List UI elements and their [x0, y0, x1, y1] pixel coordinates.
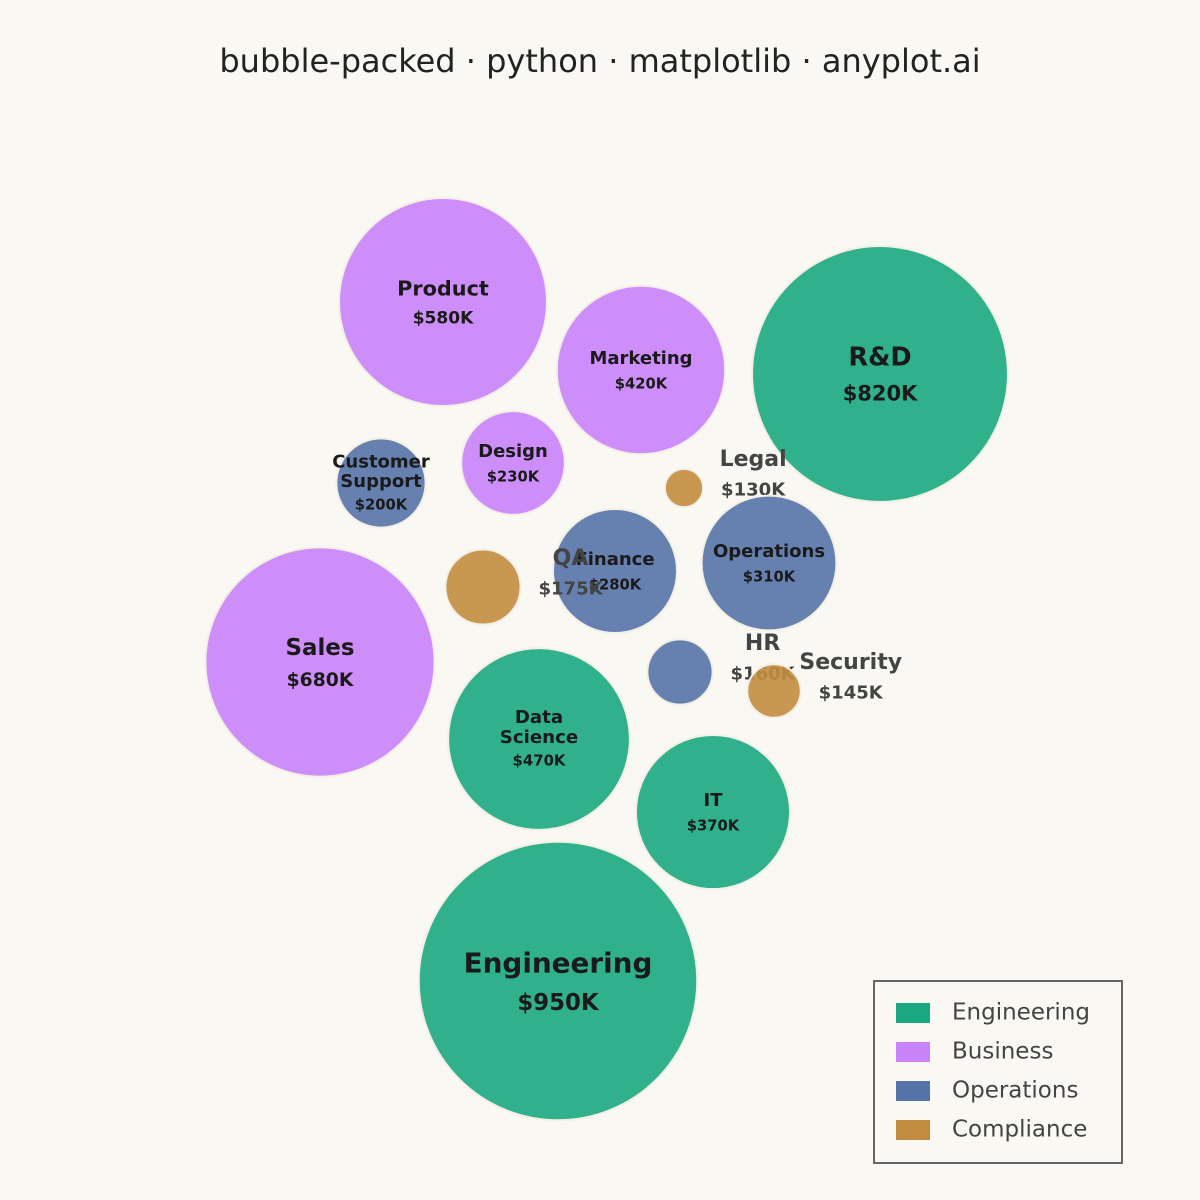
bubble	[751, 245, 1009, 503]
bubble-label: Customer Support	[332, 451, 430, 492]
bubble-label: QA	[553, 546, 589, 571]
legend-label: Compliance	[952, 1117, 1087, 1143]
bubble	[634, 733, 792, 891]
bubble-value-label: $950K	[517, 990, 600, 1016]
bubble	[663, 467, 705, 509]
bubble-label: IT	[704, 790, 724, 811]
bubble-label: Product	[397, 277, 489, 301]
legend-label: Operations	[952, 1078, 1078, 1104]
bubble-label: Design	[478, 441, 548, 462]
bubble-value-label: $280K	[589, 576, 642, 593]
bubble	[700, 494, 838, 632]
bubble	[204, 546, 436, 778]
bubble-label: Data Science	[500, 707, 578, 748]
bubble	[335, 437, 427, 529]
legend-swatch	[896, 1120, 930, 1140]
bubble-value-label: $470K	[513, 752, 566, 770]
bubble-label: R&D	[848, 343, 911, 373]
bubble-label: Marketing	[589, 348, 692, 369]
legend-label: Business	[952, 1039, 1053, 1065]
bubble-label: Legal	[720, 447, 787, 472]
bubble-value-label: $175K	[538, 579, 603, 600]
bubble-label: Finance	[575, 549, 654, 570]
bubble	[447, 647, 631, 831]
bubble	[555, 284, 727, 456]
bubble-value-label: $200K	[355, 497, 408, 514]
bubble-label: Operations	[713, 541, 825, 562]
bubble-label: Security	[799, 650, 902, 675]
bubble	[460, 410, 566, 516]
legend-label: Engineering	[952, 1000, 1090, 1026]
bubble	[646, 638, 714, 706]
bubble	[551, 507, 679, 635]
bubble-value-label: $230K	[487, 468, 540, 485]
legend-swatch	[896, 1003, 930, 1023]
bubble-value-label: $310K	[743, 568, 796, 585]
bubble-value-label: $820K	[843, 381, 918, 405]
bubble-value-label: $420K	[615, 375, 668, 392]
bubble	[417, 840, 699, 1122]
chart-title: bubble-packed · python · matplotlib · an…	[219, 42, 980, 80]
bubble-value-label: $370K	[687, 817, 740, 834]
bubble	[746, 663, 802, 719]
bubble-value-label: $580K	[413, 309, 474, 329]
bubble	[444, 548, 522, 626]
bubble-label: HR	[745, 631, 780, 656]
bubble-label: Engineering	[464, 946, 653, 979]
bubble-value-label: $145K	[819, 683, 884, 704]
legend-swatch	[896, 1081, 930, 1101]
bubble-value-label: $680K	[287, 670, 355, 691]
legend-swatch	[896, 1042, 930, 1062]
bubble-label: Sales	[286, 635, 355, 661]
bubble	[338, 197, 548, 407]
